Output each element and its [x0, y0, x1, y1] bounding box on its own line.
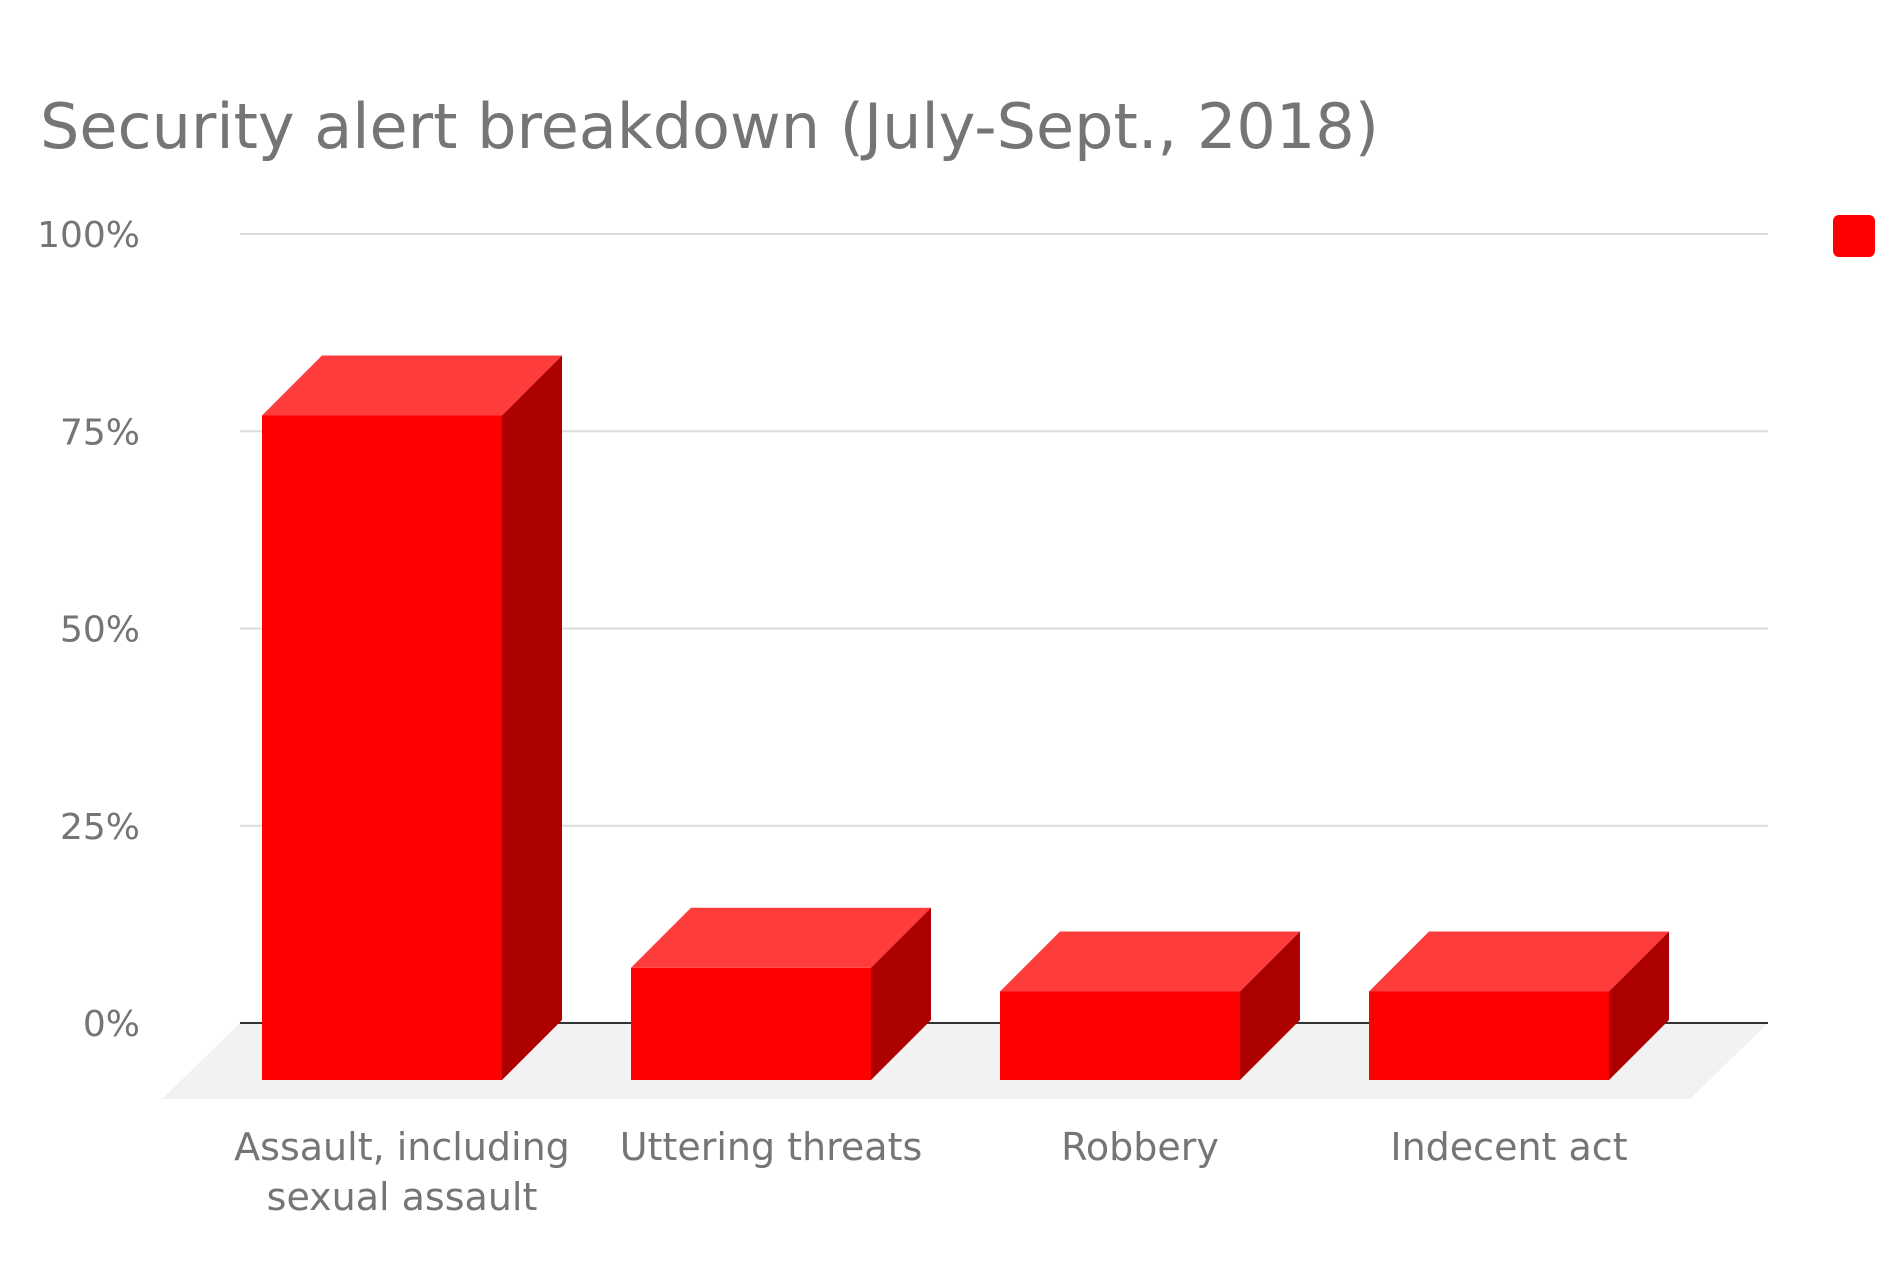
x-tick-label: Uttering threats: [620, 1125, 923, 1169]
y-tick-label: 0%: [83, 1004, 140, 1045]
bar: [1369, 931, 1669, 1080]
bar-side-face: [1240, 931, 1300, 1080]
bar-front-face: [262, 415, 502, 1081]
chart-title: Security alert breakdown (July-Sept., 20…: [40, 90, 1379, 163]
bar-top-face: [1000, 931, 1300, 992]
chart-floor: [162, 1023, 1768, 1099]
bar-front-face: [1000, 991, 1240, 1080]
y-tick-label: 25%: [60, 807, 140, 848]
bar-side-face: [502, 355, 562, 1081]
bar: [631, 907, 931, 1080]
bar-side-face: [871, 907, 931, 1080]
bar-top-face: [631, 907, 931, 968]
bar-side-face: [1609, 931, 1669, 1080]
x-tick-label: Assault, including sexual assault: [234, 1125, 570, 1219]
y-tick-label: 75%: [60, 412, 140, 453]
y-tick-label: 100%: [37, 215, 140, 256]
bar-top-face: [262, 355, 562, 416]
bar-top-face: [1369, 931, 1669, 992]
bar: [262, 355, 562, 1081]
bar-front-face: [631, 967, 871, 1080]
bar: [1000, 931, 1300, 1080]
x-tick-label: Robbery: [1061, 1125, 1219, 1169]
x-tick-label: Indecent act: [1390, 1125, 1627, 1169]
legend-swatch: [1833, 215, 1875, 257]
y-tick-label: 50%: [60, 610, 140, 651]
bar-front-face: [1369, 991, 1609, 1080]
